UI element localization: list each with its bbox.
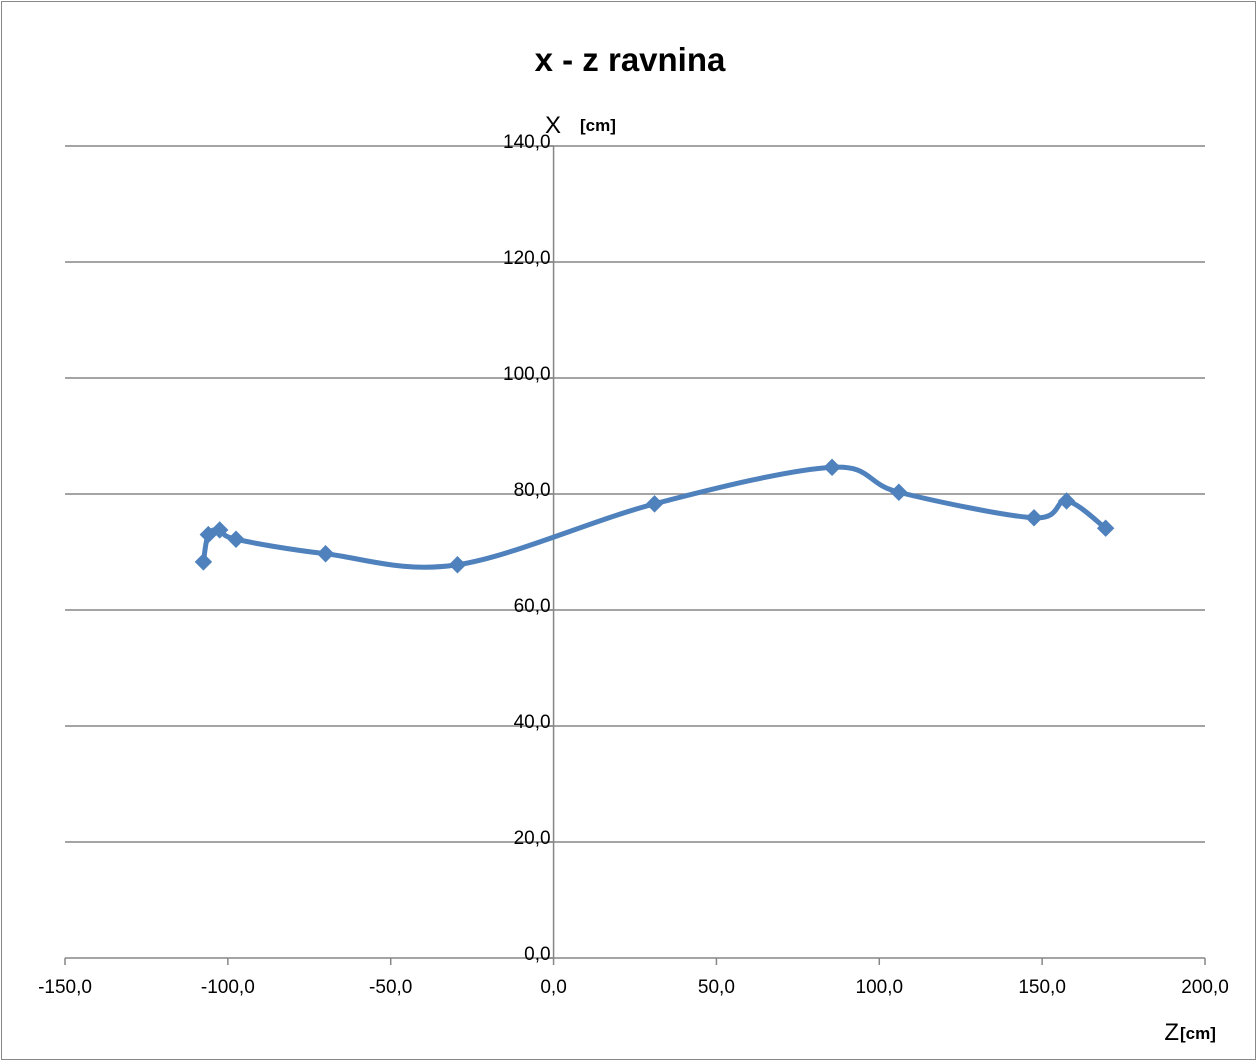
data-point-marker — [211, 521, 229, 539]
x-tick-label: 150,0 — [1018, 977, 1066, 998]
y-tick-label: 100,0 — [503, 364, 551, 385]
tick-labels: 0,0 20,0 40,0 60,0 80,0 100,0 120,0 140,0 -150,0… — [38, 132, 1229, 998]
chart-title: x - z ravnina — [535, 41, 726, 78]
x-tick-label: 50,0 — [698, 977, 735, 998]
x-tick-label: -150,0 — [38, 977, 92, 998]
data-point-marker — [194, 553, 213, 571]
series-layer — [194, 458, 1115, 574]
gridlines — [65, 145, 1205, 843]
data-point-marker — [645, 495, 664, 513]
y-tick-label: 40,0 — [514, 712, 551, 733]
y-tick-label: 120,0 — [503, 248, 551, 269]
data-point-marker — [1057, 492, 1076, 510]
x-tick-label: 0,0 — [540, 977, 566, 998]
x-axis-letter: Z — [1164, 1019, 1179, 1046]
y-tick-label: 20,0 — [514, 828, 551, 849]
x-tick-label: 100,0 — [856, 977, 904, 998]
data-point-marker — [316, 545, 335, 563]
axes — [64, 145, 1206, 965]
y-axis-letter: X — [545, 112, 561, 139]
data-point-marker — [823, 458, 841, 477]
y-tick-label: 140,0 — [503, 132, 551, 153]
data-point-marker — [1096, 519, 1115, 537]
x-tick-label: 200,0 — [1181, 977, 1229, 998]
data-point-marker — [448, 556, 467, 574]
x-tick-label: -100,0 — [201, 977, 255, 998]
y-tick-label: 60,0 — [514, 596, 551, 617]
data-point-marker — [890, 483, 908, 501]
x-axis-unit: [cm] — [1180, 1024, 1216, 1043]
data-point-marker — [227, 530, 245, 548]
y-tick-label: 80,0 — [514, 480, 551, 501]
series-line — [200, 464, 1109, 570]
x-tick-label: -50,0 — [369, 977, 412, 998]
y-axis-unit: [cm] — [580, 116, 616, 135]
data-point-marker — [1025, 509, 1043, 527]
y-tick-label: 0,0 — [524, 944, 550, 965]
